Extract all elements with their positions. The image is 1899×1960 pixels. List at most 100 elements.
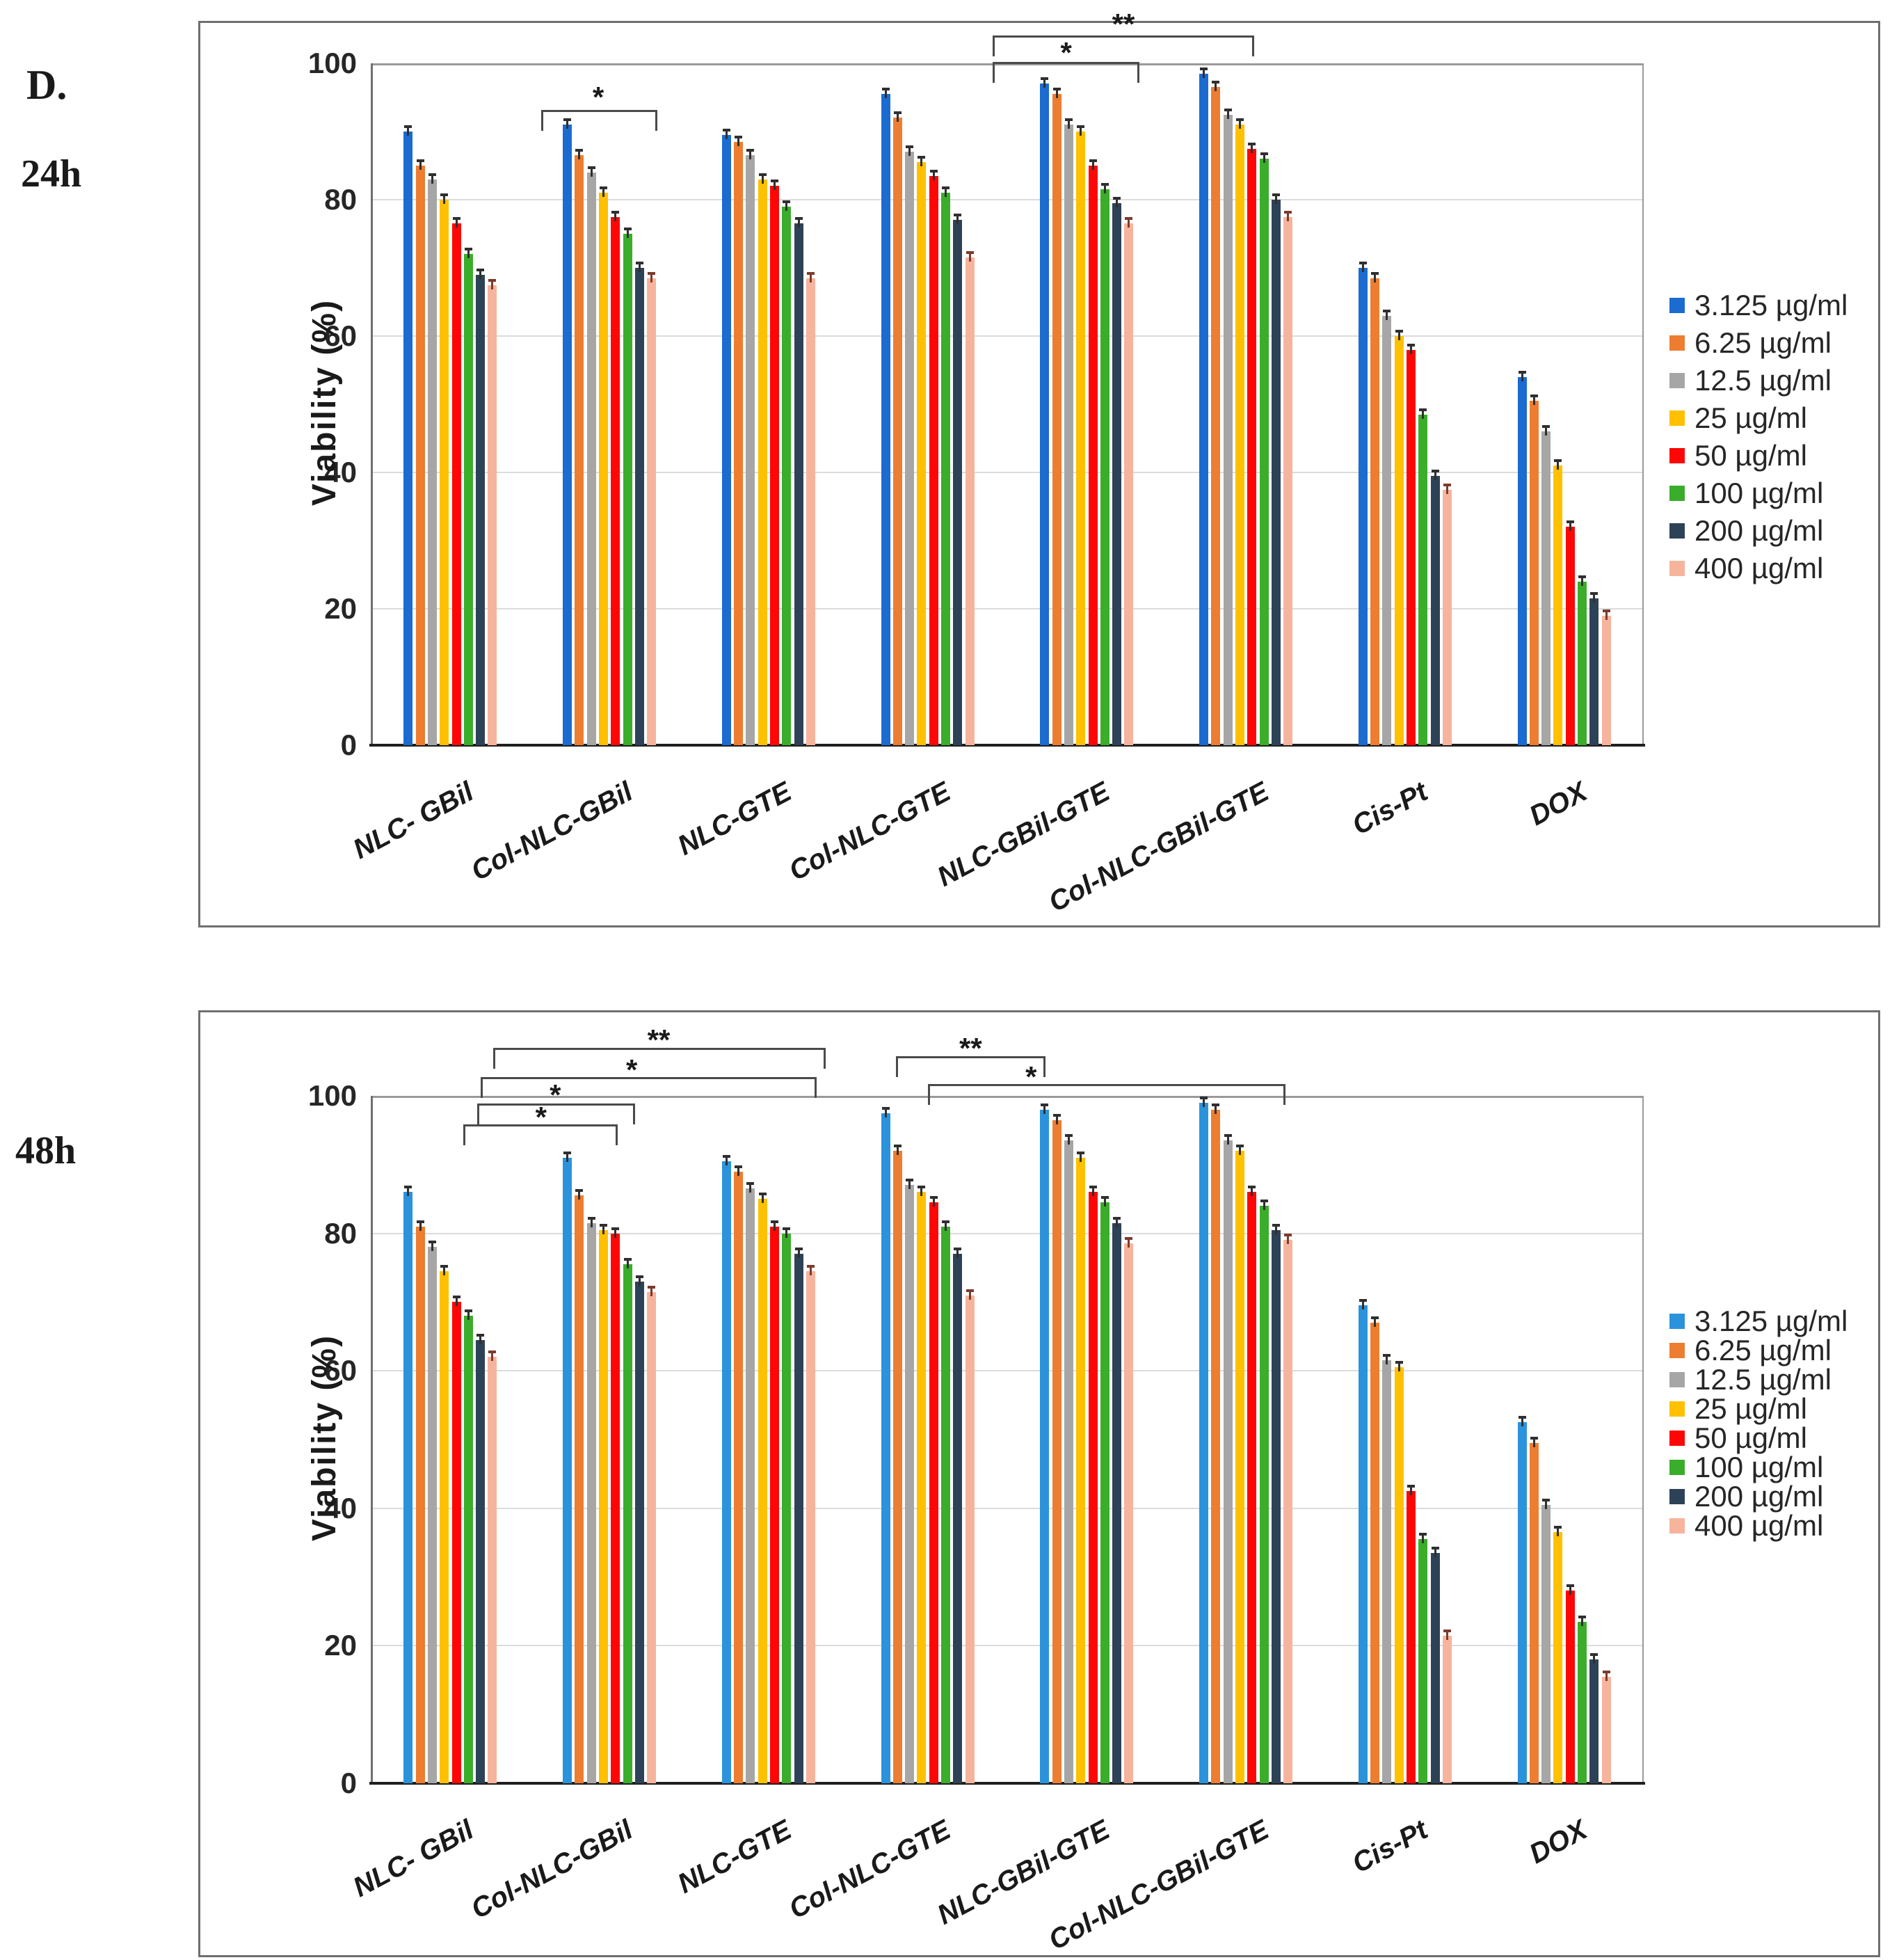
bar [1124, 223, 1134, 745]
significance-bracket-tick [814, 1077, 817, 1099]
error-bar-cap [1542, 425, 1551, 429]
error-bar [749, 150, 752, 160]
legend-item: 6.25 µg/ml [1669, 1334, 1848, 1367]
bar [598, 1229, 608, 1783]
significance-bracket-tick [463, 1124, 465, 1146]
error-bar-cap [1554, 1526, 1562, 1529]
error-bar [725, 129, 728, 139]
bar [463, 1316, 473, 1783]
bar [1088, 1192, 1098, 1783]
error-bar [566, 119, 569, 129]
legend-swatch [1669, 298, 1685, 313]
error-bar [1605, 1671, 1608, 1681]
bar [451, 1302, 461, 1783]
legend-swatch [1669, 448, 1685, 463]
error-bar-cap [1554, 459, 1562, 463]
legend-swatch [1669, 1460, 1685, 1475]
error-bar [1128, 218, 1130, 228]
bar [1370, 278, 1380, 745]
bar [1529, 401, 1539, 745]
significance-bracket-tick [927, 1084, 930, 1106]
bar [1565, 1591, 1575, 1783]
error-bar [896, 1145, 899, 1156]
bar [905, 152, 915, 745]
error-bar [578, 1190, 581, 1200]
bar [1418, 414, 1428, 745]
error-bar [1386, 1355, 1388, 1365]
error-bar [797, 1248, 800, 1259]
error-bar-cap [1212, 81, 1220, 84]
y-gridline [371, 335, 1644, 337]
error-bar [1581, 575, 1584, 586]
significance-label: * [535, 1100, 547, 1133]
error-bar-cap [1064, 1134, 1073, 1138]
error-bar [785, 1227, 788, 1238]
legend-label: 3.125 µg/ml [1694, 1305, 1848, 1337]
error-bar-cap [1602, 1670, 1610, 1673]
error-bar-cap [758, 173, 767, 176]
significance-bracket-tick [1283, 1084, 1286, 1106]
legend: 3.125 µg/ml 6.25 µg/ml 12.5 µg/ml 25 µg/ml 5… [1669, 289, 1848, 591]
significance-bracket-tick [480, 1077, 483, 1099]
legend-label: 400 µg/ml [1694, 552, 1824, 584]
bar [647, 278, 657, 745]
error-bar-cap [1235, 118, 1244, 122]
error-bar [467, 1310, 470, 1321]
error-bar-cap [1089, 159, 1097, 162]
error-bar-cap [599, 186, 607, 190]
error-bar-cap [611, 210, 620, 214]
significance-label: ** [959, 1032, 982, 1065]
bar [1430, 475, 1440, 745]
bar [1407, 349, 1416, 745]
error-bar [1091, 1186, 1094, 1197]
error-bar-cap [771, 180, 779, 183]
legend-item: 3.125 µg/ml [1669, 1305, 1848, 1337]
error-bar [1203, 1097, 1205, 1107]
bar [1578, 1621, 1587, 1783]
bar [488, 1357, 497, 1783]
x-category-label: Col-NLC-GBil [465, 776, 638, 887]
error-bar [1263, 153, 1265, 164]
error-bar [1397, 1362, 1400, 1372]
error-bar [590, 1217, 593, 1227]
error-bar-cap [1602, 609, 1610, 612]
bar [623, 1264, 632, 1783]
error-bar-cap [942, 1220, 950, 1223]
bar [1223, 1140, 1233, 1783]
significance-bracket [540, 109, 657, 112]
bar [586, 172, 596, 745]
error-bar-cap [1419, 408, 1427, 411]
bar [794, 1254, 803, 1783]
error-bar-cap [1407, 1485, 1416, 1488]
error-bar [455, 1296, 458, 1307]
error-bar [1238, 119, 1241, 129]
error-bar-cap [1566, 1584, 1574, 1588]
legend-item: 100 µg/ml [1669, 1451, 1848, 1483]
y-gridline [371, 199, 1644, 200]
significance-label: ** [647, 1023, 671, 1057]
bar [941, 193, 951, 745]
error-bar [602, 1224, 604, 1234]
error-bar-cap [746, 149, 755, 152]
bar [721, 1161, 731, 1783]
error-bar [1434, 1547, 1436, 1558]
error-bar-cap [1224, 1134, 1232, 1138]
bar [1407, 1491, 1416, 1783]
y-tick-label: 40 [324, 456, 357, 488]
bar [1358, 1305, 1368, 1783]
error-bar [1103, 1197, 1106, 1207]
x-category-label: Cis-Pt [1347, 776, 1433, 841]
error-bar [1569, 1585, 1571, 1595]
significance-bracket-tick [993, 35, 995, 56]
legend-swatch [1669, 1431, 1685, 1446]
legend-item: 200 µg/ml [1669, 1480, 1848, 1513]
significance-bracket [480, 1077, 817, 1080]
error-bar [407, 1186, 410, 1197]
significance-bracket-tick [895, 1055, 898, 1077]
legend-swatch [1669, 1518, 1685, 1533]
error-bar-cap [746, 1182, 755, 1186]
bar [881, 94, 890, 745]
y-tick-label: 20 [324, 1629, 357, 1662]
bar [1052, 94, 1061, 745]
legend-swatch [1669, 335, 1685, 351]
